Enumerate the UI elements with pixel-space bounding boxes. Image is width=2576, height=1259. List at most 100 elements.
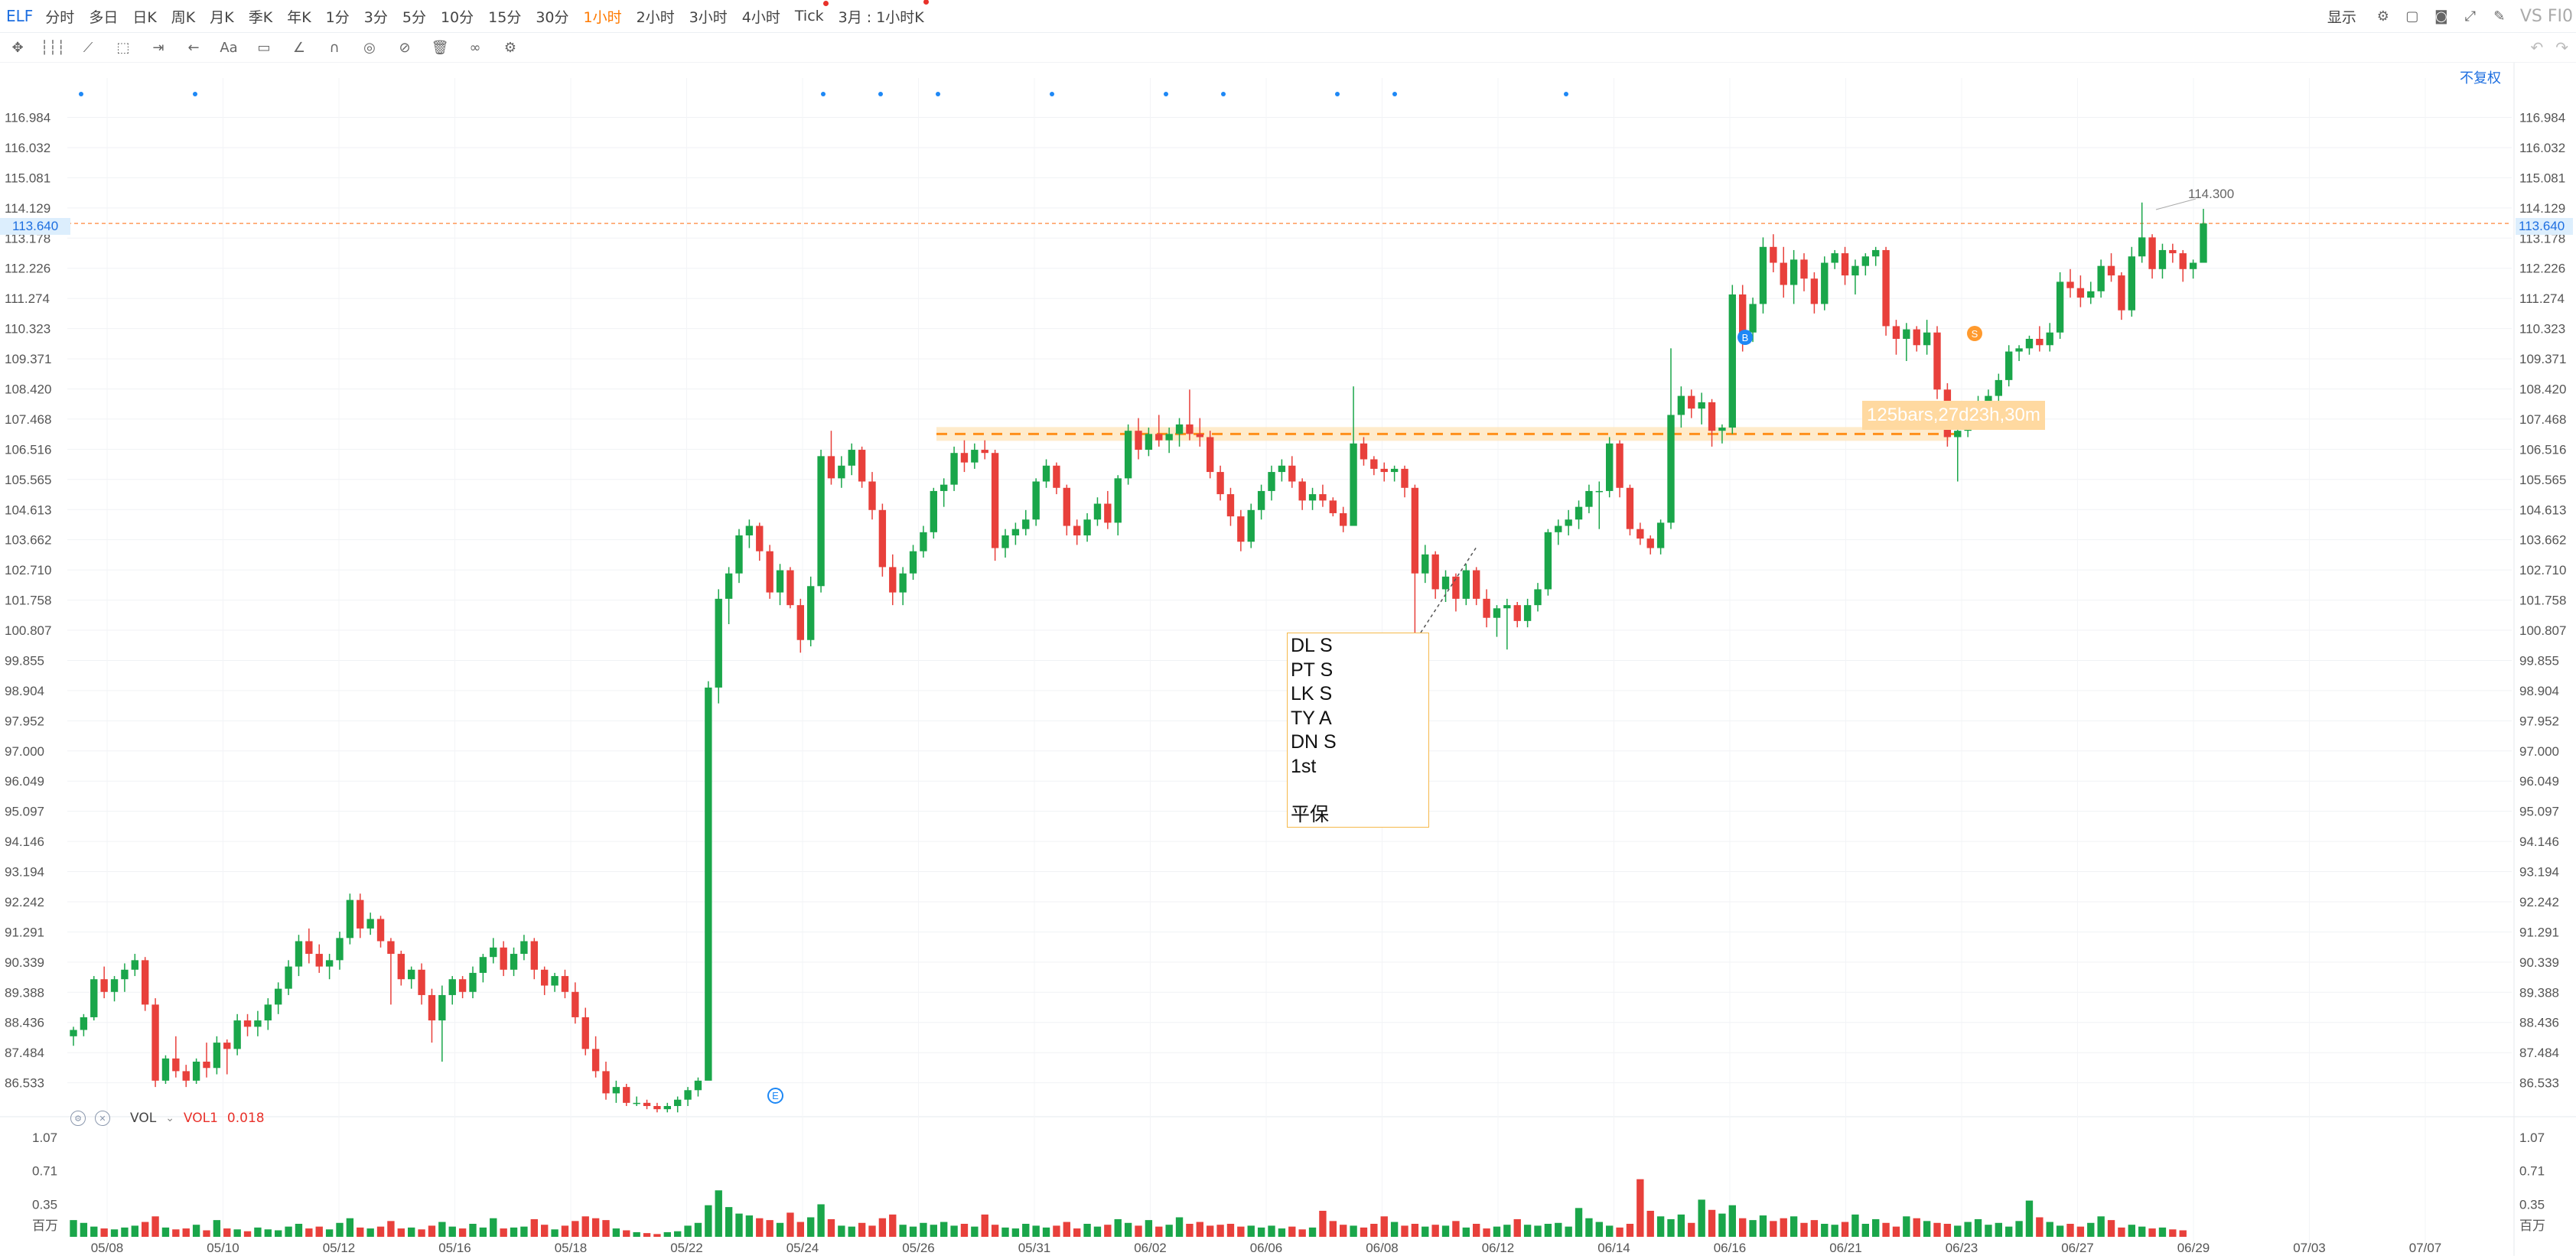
layout-icon[interactable]: ▢ bbox=[2405, 8, 2419, 24]
volume-bar bbox=[1340, 1225, 1347, 1237]
candle-body bbox=[1350, 443, 1357, 526]
volume-bar bbox=[1995, 1222, 2002, 1237]
candle-body bbox=[878, 509, 887, 568]
settings-icon[interactable]: ⚙ bbox=[70, 1111, 86, 1126]
earnings-marker[interactable]: E bbox=[767, 1088, 783, 1104]
period-tab[interactable]: 月K bbox=[210, 8, 234, 26]
adjust-toggle[interactable]: 不复权 bbox=[2460, 70, 2501, 86]
event-dot bbox=[936, 92, 940, 96]
period-tab[interactable]: 多日 bbox=[89, 8, 119, 26]
candle-body bbox=[1698, 402, 1705, 409]
period-tab[interactable]: 2小时 bbox=[636, 8, 675, 26]
volume-bar bbox=[1770, 1221, 1777, 1237]
volume-bar bbox=[725, 1207, 733, 1237]
period-tab[interactable]: 年K bbox=[287, 8, 311, 26]
volume-bar bbox=[1555, 1222, 1562, 1237]
candle-body bbox=[2066, 281, 2074, 288]
candle-body bbox=[1422, 554, 1429, 574]
comment-icon[interactable]: ▭ bbox=[257, 39, 271, 56]
period-tab[interactable]: 日K bbox=[132, 8, 157, 26]
move-icon[interactable]: ✥ bbox=[11, 39, 24, 56]
period-tab[interactable]: 3小时 bbox=[689, 8, 728, 26]
buy-marker[interactable]: B bbox=[1737, 330, 1753, 345]
candle-body bbox=[1298, 481, 1306, 501]
candle-body bbox=[1175, 424, 1184, 434]
volume-bar bbox=[1257, 1227, 1265, 1237]
shape-tool-icon[interactable]: ⬚ bbox=[116, 39, 130, 56]
period-tab[interactable]: Tick bbox=[794, 1, 829, 24]
volume-bar bbox=[161, 1227, 170, 1237]
redo-icon[interactable]: ↷ bbox=[2555, 38, 2568, 57]
period-tab[interactable]: 3分 bbox=[363, 8, 388, 26]
volume-bar bbox=[909, 1226, 917, 1237]
bars-icon[interactable]: ┆┆┆ bbox=[40, 39, 66, 56]
candle-body bbox=[2107, 265, 2115, 276]
volume-bar bbox=[2025, 1200, 2034, 1237]
volume-bar bbox=[1595, 1222, 1603, 1237]
gear-icon[interactable]: ⚙ bbox=[2376, 8, 2389, 24]
magnet-icon[interactable]: ∩ bbox=[329, 39, 340, 56]
period-tab[interactable]: 季K bbox=[248, 8, 273, 26]
volume-bar bbox=[90, 1226, 98, 1237]
camera-icon[interactable]: ◙ bbox=[2434, 8, 2448, 24]
settings-icon[interactable]: ⚙ bbox=[503, 39, 517, 56]
symbol-label[interactable]: ELF bbox=[6, 7, 34, 25]
candle-body bbox=[2036, 338, 2044, 346]
volume-bar bbox=[1278, 1228, 1286, 1237]
text-icon[interactable]: Aa bbox=[220, 39, 238, 56]
candle-body bbox=[2015, 348, 2023, 352]
fullscreen-icon[interactable]: ⤢ bbox=[2464, 8, 2477, 24]
display-menu[interactable]: 显示 bbox=[2327, 8, 2356, 26]
volume-bar bbox=[1667, 1218, 1675, 1237]
period-tab[interactable]: 15分 bbox=[488, 8, 522, 26]
line-tool-icon[interactable]: ⟋ bbox=[83, 39, 93, 56]
candle-body bbox=[653, 1106, 661, 1110]
ruler-icon[interactable]: ∠ bbox=[292, 39, 306, 56]
price-tick-label-right: 88.436 bbox=[2519, 1016, 2559, 1030]
volume-bar bbox=[1646, 1210, 1654, 1237]
sell-marker[interactable]: S bbox=[1967, 326, 1982, 341]
volume-bar bbox=[561, 1225, 569, 1237]
eye-off-icon[interactable]: ⊘ bbox=[399, 39, 411, 56]
candle-body bbox=[623, 1087, 630, 1103]
link-icon[interactable]: ∞ bbox=[469, 39, 481, 56]
price-tick-label-right: 116.032 bbox=[2519, 141, 2565, 155]
price-tick-label-right: 103.662 bbox=[2519, 533, 2566, 548]
volume-bar bbox=[172, 1229, 180, 1237]
candle-body bbox=[776, 570, 784, 593]
period-tab[interactable]: 4小时 bbox=[741, 8, 780, 26]
volume-bar bbox=[203, 1230, 210, 1237]
volume-bar bbox=[653, 1234, 661, 1237]
close-icon[interactable]: ✕ bbox=[95, 1111, 110, 1126]
period-tab[interactable]: 1分 bbox=[325, 8, 350, 26]
pen-icon[interactable]: ✎ bbox=[2493, 8, 2506, 24]
candle-body bbox=[315, 954, 323, 967]
vol-indicator-name[interactable]: VOL bbox=[130, 1111, 157, 1126]
period-tab[interactable]: 1小时 bbox=[583, 8, 622, 26]
candle-body bbox=[786, 570, 794, 606]
chevron-down-icon[interactable]: ⌄ bbox=[165, 1112, 174, 1124]
lock-icon[interactable]: ◎ bbox=[363, 39, 376, 56]
period-tab[interactable]: 10分 bbox=[440, 8, 474, 26]
price-chart[interactable]: 116.984 116.984 116.032 116.032 115.081 115.0… bbox=[0, 63, 2576, 1259]
candle-body bbox=[2005, 351, 2013, 380]
period-tab[interactable]: 3月 : 1小时K bbox=[839, 0, 929, 27]
measure-icon[interactable]: ⇥ bbox=[152, 39, 164, 56]
candle-body bbox=[1462, 570, 1470, 599]
undo-icon[interactable]: ↶ bbox=[2530, 38, 2544, 57]
period-tab[interactable]: 30分 bbox=[536, 8, 569, 26]
candle-body bbox=[1759, 246, 1767, 304]
volume-bar bbox=[1534, 1225, 1542, 1237]
candle-body bbox=[848, 450, 855, 466]
compare-vs[interactable]: VS FI0 bbox=[2519, 6, 2573, 26]
volume-tick-label-left: 1.07 bbox=[32, 1130, 57, 1145]
note-box[interactable]: DL S PT S LK S TY A DN S 1st 平保 bbox=[1287, 633, 1429, 828]
volume-bar bbox=[254, 1227, 262, 1237]
period-tab[interactable]: 分时 bbox=[45, 8, 75, 26]
candle-body bbox=[264, 1004, 272, 1021]
arrow-icon[interactable]: ← bbox=[187, 39, 200, 56]
period-tab[interactable]: 周K bbox=[171, 8, 196, 26]
period-tab[interactable]: 5分 bbox=[402, 8, 426, 26]
candle-body bbox=[2076, 288, 2085, 298]
delete-icon[interactable]: 🗑 bbox=[431, 39, 449, 56]
